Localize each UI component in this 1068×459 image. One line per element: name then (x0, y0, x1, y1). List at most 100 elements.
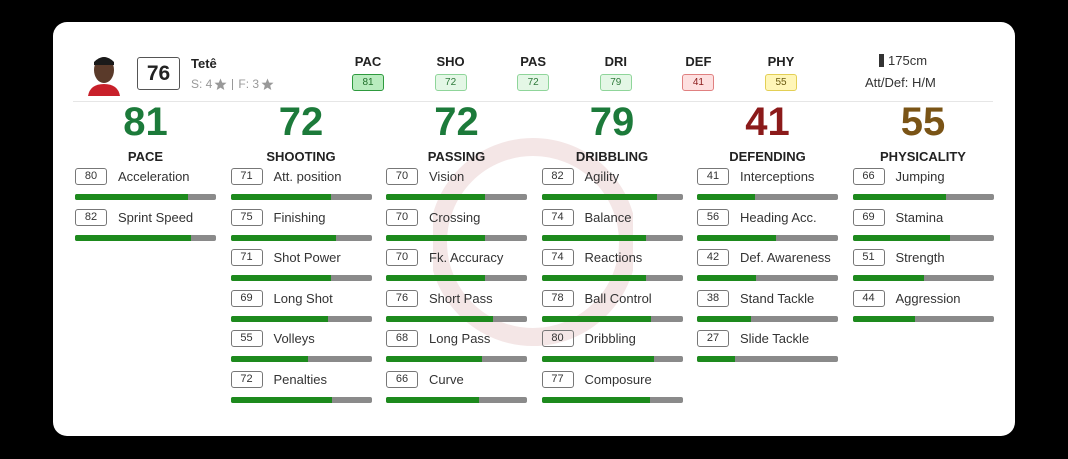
stat-name: Balance (584, 209, 632, 225)
skill-moves: S: 4 (191, 77, 213, 91)
stat-value: 44 (852, 289, 885, 307)
stat-bar-track (230, 234, 372, 241)
stat-value: 68 (386, 330, 418, 347)
summary-badge: 72 (434, 74, 467, 91)
stat-bar (852, 194, 946, 200)
player-card: 76 Tetê S: 4 F: 3 175cm Att/Def: H/M PAC… (53, 22, 1015, 436)
stat-bar-track (386, 234, 527, 241)
stat-bar (697, 234, 776, 241)
stat-bar-track (852, 234, 994, 241)
stat-bar (541, 356, 655, 362)
stat-bar-track (386, 315, 527, 322)
stat-bar (697, 315, 751, 322)
stat-bar (697, 194, 755, 200)
stat-bar-track (230, 275, 372, 281)
stat-name: Jumping (895, 169, 945, 184)
stat-value: 78 (541, 289, 574, 307)
category-name: PHYSICALITY (880, 149, 966, 164)
category-name: SHOOTING (266, 149, 336, 164)
stat-bar-track (230, 194, 372, 200)
summary-label: PHY (767, 54, 795, 69)
stat-value: 76 (386, 289, 418, 307)
stat-name: Slide Tackle (740, 331, 810, 346)
stat-value: 69 (230, 289, 263, 307)
summary-badge: 55 (765, 74, 797, 91)
stat-bar (386, 194, 485, 200)
star-icon (214, 78, 227, 90)
stat-bar-track (697, 315, 838, 322)
summary-label: PAC (354, 54, 382, 69)
stat-name: Stand Tackle (740, 290, 815, 306)
stat-bar (541, 315, 652, 322)
stat-bar-track (541, 356, 683, 362)
stat-name: Strength (895, 250, 945, 265)
stat-name: Long Pass (429, 331, 491, 346)
stat-name: Att. position (273, 169, 342, 184)
summary-badge: 41 (682, 74, 715, 91)
stat-bar-track (386, 275, 527, 281)
stat-bar (386, 356, 482, 362)
stat-value: 82 (541, 168, 574, 185)
stat-value: 27 (697, 330, 729, 347)
stat-bar-track (230, 315, 372, 322)
category-rating: 55 (900, 100, 946, 144)
stat-name: Def. Awareness (740, 250, 831, 265)
stat-value: 71 (230, 168, 263, 185)
stat-name: Acceleration (118, 169, 190, 184)
stat-bar (386, 315, 494, 322)
stat-name: Aggression (895, 290, 961, 306)
stat-bar-track (75, 234, 216, 241)
stat-bar-track (386, 194, 527, 200)
stat-name: Crossing (429, 209, 481, 225)
category-name: PACE (127, 149, 164, 164)
stat-bar-track (230, 396, 372, 403)
stat-bar-track (386, 356, 527, 362)
stat-bar (697, 356, 736, 362)
stat-value: 51 (852, 249, 885, 266)
stat-bar-track (75, 194, 216, 200)
category-name: DEFENDING (729, 149, 806, 164)
stat-bar (230, 194, 331, 200)
stat-bar (541, 234, 646, 241)
stat-bar-track (852, 315, 994, 322)
divider (73, 101, 993, 102)
stat-bar-track (230, 356, 372, 362)
stat-name: Long Shot (273, 290, 333, 306)
stat-name: Curve (429, 371, 464, 387)
stat-bar (386, 396, 480, 403)
stat-bar (230, 356, 309, 362)
category-name: PASSING (427, 149, 486, 164)
stat-name: Reactions (584, 250, 643, 265)
category-rating: 41 (745, 100, 790, 144)
stat-value: 70 (386, 208, 418, 226)
stat-name: Ball Control (584, 290, 652, 306)
stat-bar-track (697, 275, 838, 281)
height-icon (879, 54, 884, 67)
stat-value: 72 (230, 370, 263, 388)
stat-name: Volleys (273, 331, 315, 346)
stat-name: Heading Acc. (740, 209, 817, 225)
stat-name: Short Pass (429, 290, 493, 306)
stat-bar (230, 396, 333, 403)
stat-value: 70 (386, 249, 418, 266)
summary-label: SHO (436, 54, 465, 69)
summary-badge: 72 (517, 74, 550, 91)
category-rating: 72 (434, 100, 479, 144)
stat-bar-track (697, 194, 838, 200)
summary-label: PAS (520, 54, 547, 69)
summary-badge: 81 (352, 74, 384, 91)
stat-name: Composure (584, 371, 652, 387)
summary-label: DEF (685, 54, 712, 69)
stat-bar-track (852, 194, 994, 200)
stat-value: 56 (697, 208, 729, 226)
watermark (433, 138, 633, 346)
stat-bar (541, 396, 651, 403)
stat-name: Stamina (895, 209, 944, 225)
stat-bar (852, 234, 950, 241)
stat-name: Shot Power (273, 250, 341, 265)
stat-name: Dribbling (584, 331, 636, 346)
stat-bar-track (541, 396, 683, 403)
weak-foot: F: 3 (238, 77, 260, 91)
stat-name: Fk. Accuracy (429, 250, 504, 265)
work-rate: Att/Def: H/M (865, 75, 936, 90)
